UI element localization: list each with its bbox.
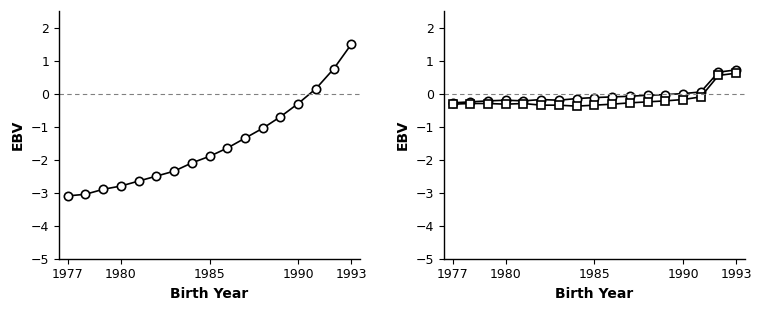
Y-axis label: EBV: EBV — [396, 120, 410, 150]
Y-axis label: EBV: EBV — [11, 120, 25, 150]
X-axis label: Birth Year: Birth Year — [555, 287, 633, 301]
X-axis label: Birth Year: Birth Year — [170, 287, 249, 301]
